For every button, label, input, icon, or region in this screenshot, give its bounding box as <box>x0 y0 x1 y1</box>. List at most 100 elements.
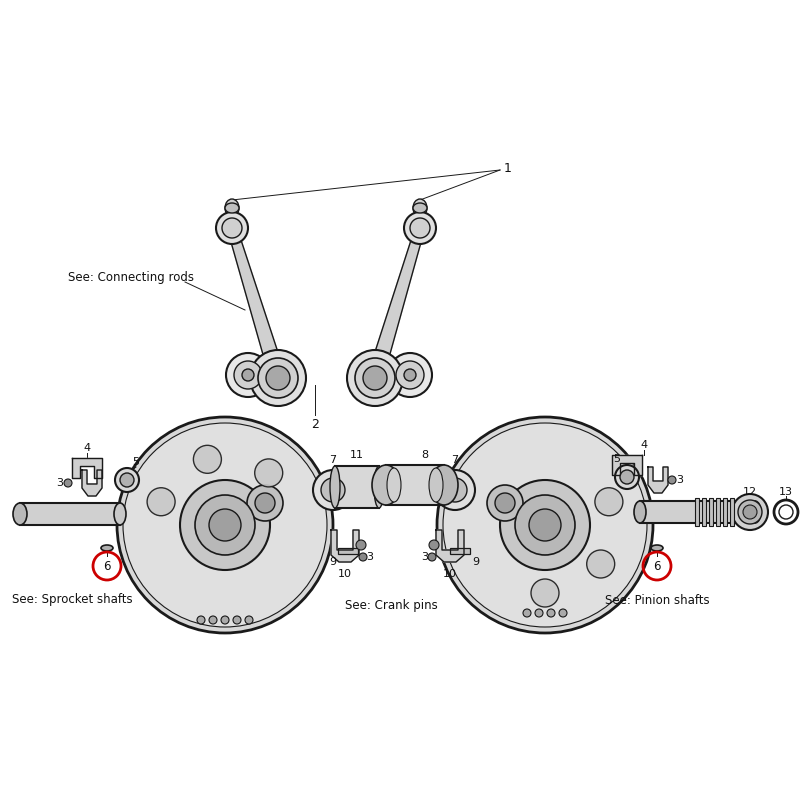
Text: 9: 9 <box>330 557 337 567</box>
Text: See: Sprocket shafts: See: Sprocket shafts <box>12 594 133 606</box>
Circle shape <box>209 616 217 624</box>
Polygon shape <box>82 470 102 496</box>
Circle shape <box>404 369 416 381</box>
Circle shape <box>197 616 205 624</box>
Text: 3: 3 <box>677 475 683 485</box>
Polygon shape <box>331 530 359 562</box>
Circle shape <box>216 212 248 244</box>
Circle shape <box>195 495 255 555</box>
Circle shape <box>404 212 436 244</box>
Circle shape <box>443 478 467 502</box>
Polygon shape <box>367 226 425 380</box>
Ellipse shape <box>372 465 400 505</box>
Ellipse shape <box>749 501 761 523</box>
Circle shape <box>321 478 345 502</box>
Circle shape <box>250 350 306 406</box>
Circle shape <box>435 470 475 510</box>
Circle shape <box>743 505 757 519</box>
Text: 1: 1 <box>504 162 512 174</box>
Ellipse shape <box>430 465 458 505</box>
Bar <box>716 498 720 526</box>
Text: 4: 4 <box>641 440 647 450</box>
Polygon shape <box>227 226 286 380</box>
Circle shape <box>255 493 275 513</box>
Circle shape <box>347 350 403 406</box>
Circle shape <box>115 468 139 492</box>
Text: See: Crank pins: See: Crank pins <box>345 598 438 611</box>
Circle shape <box>535 609 543 617</box>
Circle shape <box>356 540 366 550</box>
Circle shape <box>226 353 270 397</box>
Circle shape <box>388 353 432 397</box>
Circle shape <box>209 509 241 541</box>
Circle shape <box>245 616 253 624</box>
Text: 8: 8 <box>422 450 429 460</box>
Circle shape <box>500 480 590 570</box>
Circle shape <box>523 609 531 617</box>
Ellipse shape <box>225 199 239 217</box>
Circle shape <box>120 473 134 487</box>
Bar <box>20 503 120 525</box>
Bar <box>723 498 727 526</box>
Text: 7: 7 <box>330 455 337 465</box>
Circle shape <box>396 361 424 389</box>
Ellipse shape <box>374 466 384 508</box>
Circle shape <box>355 358 395 398</box>
Bar <box>335 466 379 508</box>
Text: See: Connecting rods: See: Connecting rods <box>68 271 194 285</box>
Ellipse shape <box>114 503 126 525</box>
Circle shape <box>233 616 241 624</box>
Polygon shape <box>436 530 464 562</box>
Circle shape <box>222 218 242 238</box>
Bar <box>640 501 755 523</box>
Circle shape <box>147 488 175 516</box>
Bar <box>450 548 470 554</box>
Ellipse shape <box>13 503 27 525</box>
Circle shape <box>668 476 676 484</box>
Text: 2: 2 <box>311 418 319 430</box>
Text: 10: 10 <box>443 569 457 579</box>
Circle shape <box>254 459 282 487</box>
Circle shape <box>487 485 523 521</box>
Text: See: Pinion shafts: See: Pinion shafts <box>605 594 710 606</box>
Circle shape <box>221 616 229 624</box>
Text: 3: 3 <box>422 552 429 562</box>
Text: 5: 5 <box>133 457 139 467</box>
Circle shape <box>410 218 430 238</box>
Bar <box>730 498 734 526</box>
Circle shape <box>586 550 614 578</box>
Text: 6: 6 <box>654 559 661 573</box>
Circle shape <box>547 609 555 617</box>
Text: 9: 9 <box>473 557 479 567</box>
Polygon shape <box>648 467 668 493</box>
Ellipse shape <box>651 545 663 551</box>
Circle shape <box>443 423 647 627</box>
Circle shape <box>359 553 367 561</box>
Circle shape <box>180 480 270 570</box>
Ellipse shape <box>429 468 443 502</box>
Circle shape <box>515 495 575 555</box>
Circle shape <box>531 579 559 607</box>
Circle shape <box>117 417 333 633</box>
Ellipse shape <box>413 203 427 213</box>
Circle shape <box>194 446 222 474</box>
Ellipse shape <box>387 468 401 502</box>
Bar <box>695 498 699 526</box>
Bar <box>386 465 444 505</box>
Text: 13: 13 <box>779 487 793 497</box>
Circle shape <box>595 488 623 516</box>
Circle shape <box>266 366 290 390</box>
Text: 11: 11 <box>350 450 364 460</box>
Ellipse shape <box>225 203 239 213</box>
Circle shape <box>242 369 254 381</box>
Circle shape <box>247 485 283 521</box>
Ellipse shape <box>330 466 340 508</box>
Circle shape <box>313 470 353 510</box>
Circle shape <box>620 470 634 484</box>
Text: 4: 4 <box>83 443 90 453</box>
Circle shape <box>258 358 298 398</box>
Circle shape <box>428 553 436 561</box>
Circle shape <box>495 493 515 513</box>
Circle shape <box>234 361 262 389</box>
Circle shape <box>437 417 653 633</box>
